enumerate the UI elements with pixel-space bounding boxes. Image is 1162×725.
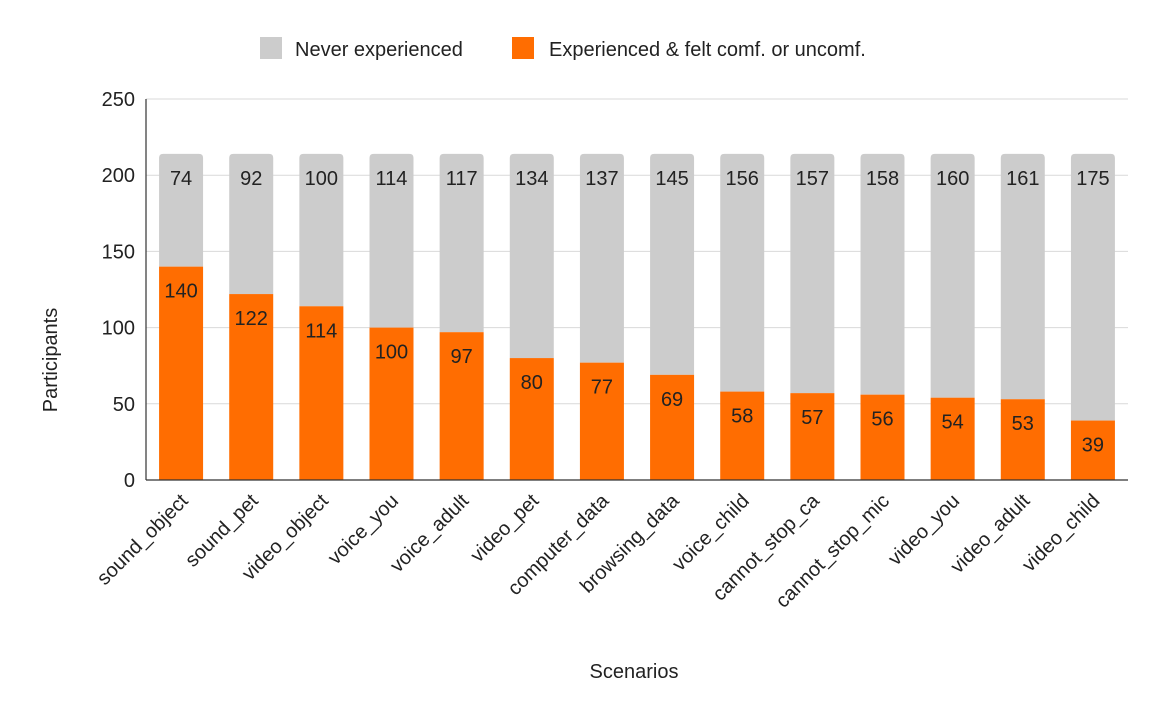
data-label-never-experienced-video_adult: 161 xyxy=(1006,168,1039,190)
bar-never-experienced-cannot_stop_ca xyxy=(790,153,835,394)
data-label-never-experienced-sound_object: 74 xyxy=(170,168,192,190)
data-label-experienced-cannot_stop_mic: 56 xyxy=(871,409,893,431)
bar-experienced-browsing_data xyxy=(650,374,695,480)
bar-experienced-sound_pet xyxy=(229,294,274,480)
data-label-experienced-video_adult: 53 xyxy=(1012,413,1034,435)
bar-group-sound_object: 74 140 xyxy=(159,153,204,480)
bar-experienced-voice_adult xyxy=(439,332,484,480)
y-tick-label: 0 xyxy=(124,470,135,492)
bar-never-experienced-computer_data xyxy=(579,153,624,363)
x-axis-label: Scenarios xyxy=(590,661,679,683)
data-label-never-experienced-video_you: 160 xyxy=(936,168,969,190)
bar-experienced-computer_data xyxy=(579,362,624,480)
bar-experienced-video_pet xyxy=(509,358,554,480)
bar-never-experienced-browsing_data xyxy=(650,153,695,375)
bar-experienced-video_child xyxy=(1070,420,1115,480)
x-tick-label-sound_object: sound_object xyxy=(93,490,193,590)
data-label-experienced-video_pet: 80 xyxy=(521,372,543,394)
y-tick-label: 250 xyxy=(102,89,135,111)
data-label-experienced-cannot_stop_ca: 57 xyxy=(801,407,823,429)
bar-group-voice_child: 156 58 xyxy=(720,153,765,480)
bar-group-video_you: 160 54 xyxy=(930,153,975,480)
bar-group-cannot_stop_mic: 158 56 xyxy=(860,153,905,480)
data-label-experienced-voice_child: 58 xyxy=(731,406,753,428)
bar-never-experienced-video_adult xyxy=(1000,153,1045,400)
bar-never-experienced-cannot_stop_mic xyxy=(860,153,905,395)
data-label-never-experienced-video_pet: 134 xyxy=(515,168,548,190)
data-label-experienced-computer_data: 77 xyxy=(591,377,613,399)
bar-group-video_child: 175 39 xyxy=(1070,153,1115,480)
bar-group-voice_adult: 117 97 xyxy=(439,153,484,480)
bars: 74 140 92 122 100 114 114 100 117 97 134 80 137 77 145… xyxy=(159,153,1115,480)
data-label-experienced-voice_adult: 97 xyxy=(451,346,473,368)
bar-group-video_pet: 134 80 xyxy=(509,153,554,480)
data-label-never-experienced-voice_adult: 117 xyxy=(446,168,478,190)
y-axis-ticks: 0 50 100 150 200 250 xyxy=(102,89,135,492)
bar-group-video_object: 100 114 xyxy=(299,153,344,480)
bar-never-experienced-video_object xyxy=(299,153,344,307)
data-label-never-experienced-video_object: 100 xyxy=(305,168,338,190)
data-label-experienced-browsing_data: 69 xyxy=(661,389,683,411)
bar-never-experienced-voice_adult xyxy=(439,153,484,333)
data-label-never-experienced-video_child: 175 xyxy=(1076,168,1109,190)
bar-never-experienced-video_child xyxy=(1070,153,1115,421)
bar-group-computer_data: 137 77 xyxy=(579,153,624,480)
data-label-experienced-video_child: 39 xyxy=(1082,435,1104,457)
bar-group-voice_you: 114 100 xyxy=(369,153,414,480)
bar-experienced-video_you xyxy=(930,397,975,480)
data-label-never-experienced-cannot_stop_ca: 157 xyxy=(796,168,829,190)
bar-experienced-cannot_stop_ca xyxy=(790,393,835,480)
data-label-experienced-sound_object: 140 xyxy=(164,281,197,303)
data-label-experienced-voice_you: 100 xyxy=(375,342,408,364)
legend-label-experienced: Experienced & felt comf. or uncomf. xyxy=(549,39,866,61)
bar-experienced-cannot_stop_mic xyxy=(860,394,905,480)
bar-never-experienced-video_pet xyxy=(509,153,554,359)
legend-swatch-never-experienced xyxy=(260,37,282,59)
data-label-experienced-sound_pet: 122 xyxy=(235,308,268,330)
bar-experienced-voice_you xyxy=(369,327,414,480)
bar-experienced-video_object xyxy=(299,306,344,480)
bar-group-cannot_stop_ca: 157 57 xyxy=(790,153,835,480)
data-label-experienced-video_object: 114 xyxy=(305,320,337,342)
legend-label-never-experienced: Never experienced xyxy=(295,39,463,61)
data-label-never-experienced-cannot_stop_mic: 158 xyxy=(866,168,899,190)
data-label-never-experienced-voice_you: 114 xyxy=(376,168,408,190)
bar-group-sound_pet: 92 122 xyxy=(229,153,274,480)
y-axis-label: Participants xyxy=(40,308,62,413)
bar-group-browsing_data: 145 69 xyxy=(650,153,695,480)
bar-group-video_adult: 161 53 xyxy=(1000,153,1045,480)
bar-experienced-sound_object xyxy=(159,266,204,480)
y-tick-label: 200 xyxy=(102,165,135,187)
bar-experienced-voice_child xyxy=(720,391,765,480)
data-label-never-experienced-sound_pet: 92 xyxy=(240,168,262,190)
y-tick-label: 100 xyxy=(102,318,135,340)
bar-never-experienced-video_you xyxy=(930,153,975,398)
bar-never-experienced-sound_object xyxy=(159,153,204,267)
data-label-never-experienced-browsing_data: 145 xyxy=(655,168,688,190)
data-label-never-experienced-computer_data: 137 xyxy=(585,168,618,190)
y-tick-label: 150 xyxy=(102,241,135,263)
bar-never-experienced-voice_you xyxy=(369,153,414,328)
legend: Never experienced Experienced & felt com… xyxy=(260,37,866,61)
x-axis-ticks: sound_objectsound_petvideo_objectvoice_y… xyxy=(93,489,1105,612)
data-label-never-experienced-voice_child: 156 xyxy=(726,168,759,190)
bar-never-experienced-sound_pet xyxy=(229,153,274,295)
bar-never-experienced-voice_child xyxy=(720,153,765,392)
legend-swatch-experienced xyxy=(512,37,534,59)
data-label-experienced-video_you: 54 xyxy=(942,412,964,434)
gridlines xyxy=(146,98,1128,405)
y-tick-label: 50 xyxy=(113,394,135,416)
bar-experienced-video_adult xyxy=(1000,399,1045,480)
